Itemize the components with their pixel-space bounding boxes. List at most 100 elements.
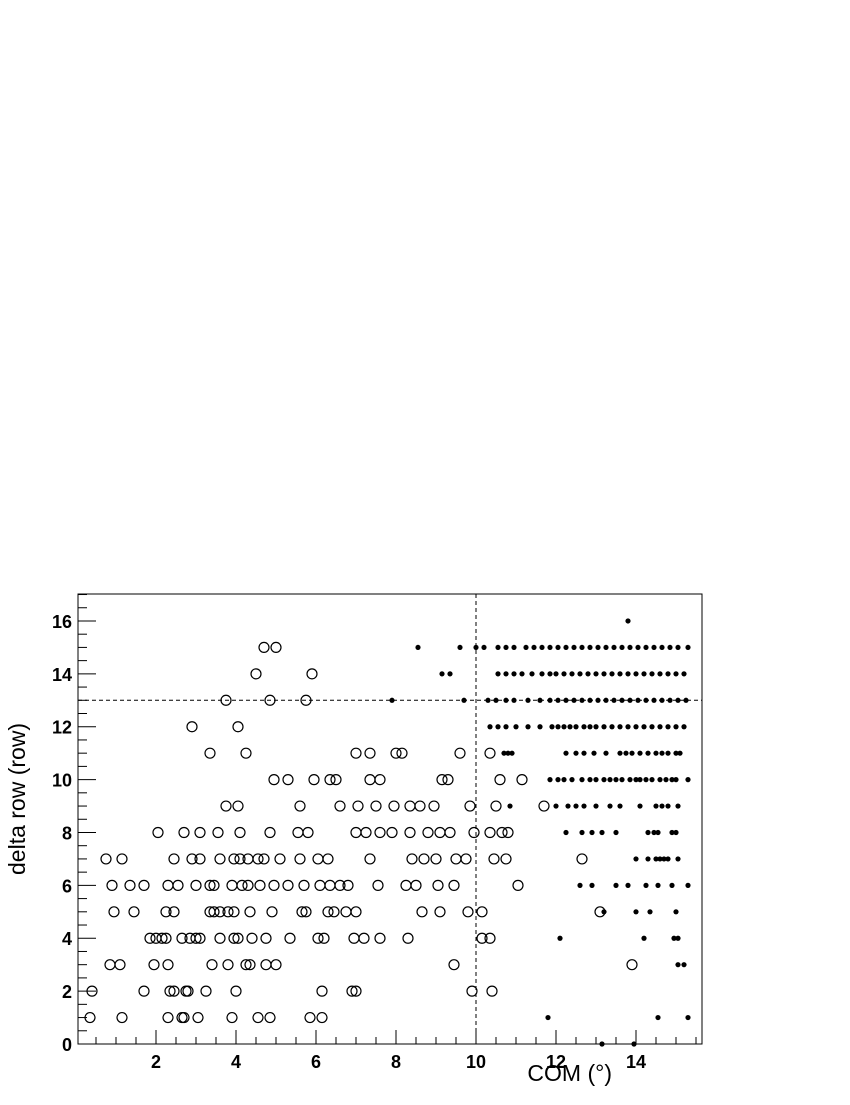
data-point (673, 671, 679, 677)
data-point (601, 777, 607, 783)
data-point (416, 906, 428, 918)
data-point (222, 906, 234, 918)
data-point (595, 644, 601, 651)
data-point (675, 962, 681, 968)
data-point (659, 644, 665, 651)
data-point (601, 724, 607, 730)
data-point (673, 750, 679, 756)
data-point (629, 750, 635, 756)
data-point (637, 750, 643, 756)
data-point (450, 853, 462, 865)
data-point (156, 932, 168, 944)
data-point (563, 829, 569, 836)
data-point (655, 829, 661, 836)
data-point (292, 826, 304, 839)
data-point (244, 906, 256, 918)
data-point (194, 826, 206, 839)
x-tick-label: 12 (546, 1052, 566, 1072)
data-point (509, 750, 515, 756)
data-point (334, 879, 346, 891)
data-point (374, 826, 386, 839)
data-point (484, 932, 496, 944)
data-point (563, 644, 569, 651)
data-point (567, 724, 573, 730)
data-point (599, 1041, 605, 1047)
data-point (657, 856, 663, 862)
data-point (490, 800, 502, 812)
data-point (603, 750, 609, 756)
data-point (617, 671, 623, 677)
data-point (484, 747, 496, 759)
data-point (264, 694, 276, 706)
data-point (675, 803, 681, 809)
data-point (633, 856, 639, 862)
data-point (649, 777, 655, 783)
data-point (613, 882, 619, 888)
data-point (563, 697, 569, 703)
data-point (226, 1011, 238, 1024)
data-point (114, 959, 126, 971)
data-point (386, 826, 398, 839)
data-point (665, 856, 671, 862)
data-point (619, 697, 625, 703)
data-point (587, 724, 593, 730)
data-point (178, 826, 190, 839)
data-point (661, 856, 667, 862)
data-point (669, 829, 675, 836)
data-point (172, 879, 184, 891)
data-point (555, 724, 561, 730)
data-point (494, 774, 506, 786)
data-point (473, 644, 479, 651)
data-point (577, 882, 583, 888)
data-point (116, 853, 128, 865)
data-point (252, 853, 264, 865)
data-point (625, 882, 631, 888)
data-point (651, 644, 657, 651)
data-point (673, 777, 679, 783)
data-point (496, 826, 508, 839)
data-point (302, 826, 314, 839)
data-point (230, 985, 242, 997)
y-tick-label: 10 (52, 771, 72, 791)
data-point (160, 932, 172, 944)
data-point (599, 829, 605, 836)
data-point (190, 879, 202, 891)
data-point (677, 750, 683, 756)
data-point (611, 697, 617, 703)
data-point (162, 1011, 174, 1024)
data-point (609, 671, 615, 677)
data-point (396, 747, 408, 759)
data-point (503, 724, 509, 730)
data-point (555, 697, 561, 703)
data-point (685, 1014, 691, 1021)
data-point (631, 1041, 637, 1047)
data-point (226, 879, 238, 891)
data-point (503, 644, 509, 651)
data-point (318, 932, 330, 944)
data-point (144, 932, 156, 944)
data-point (464, 800, 476, 812)
data-point (204, 879, 216, 891)
x-tick-label: 14 (626, 1052, 646, 1072)
data-point (539, 671, 545, 677)
data-point (228, 906, 240, 918)
data-point (150, 932, 162, 944)
y-tick-label: 14 (52, 665, 72, 685)
data-point (270, 959, 282, 971)
data-point (619, 777, 625, 783)
data-point (525, 724, 531, 730)
data-point (547, 777, 553, 783)
data-point (671, 935, 677, 941)
data-point (284, 932, 296, 944)
data-point (360, 826, 372, 839)
data-point (643, 777, 649, 783)
data-point (545, 1014, 551, 1021)
data-point (655, 882, 661, 888)
data-point (547, 697, 553, 703)
data-point (669, 777, 675, 783)
data-point (162, 879, 174, 891)
x-tick-label: 8 (391, 1052, 401, 1072)
data-point (186, 721, 198, 733)
